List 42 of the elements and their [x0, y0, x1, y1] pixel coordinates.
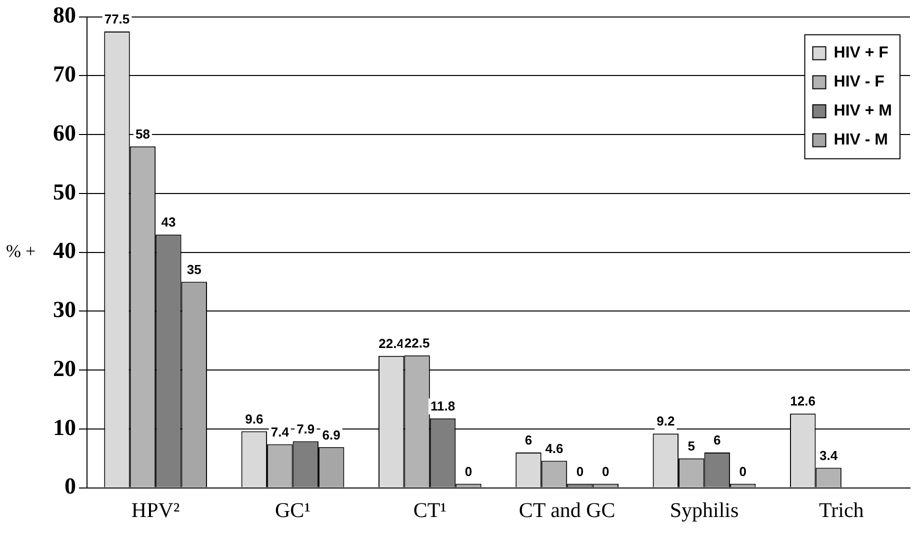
data-label: 22.5: [404, 335, 430, 350]
y-tick-label: 10: [53, 414, 76, 440]
y-tick-label: 0: [64, 474, 76, 499]
data-label: 35: [186, 262, 202, 277]
y-tick-label: 30: [53, 297, 76, 322]
legend-label: HIV - F: [834, 74, 885, 91]
y-tick-label: 40: [53, 238, 76, 264]
data-label: 4.6: [545, 440, 564, 456]
y-tick-label: 50: [53, 179, 76, 204]
y-tick-label: 60: [53, 120, 76, 146]
data-label: 0: [602, 464, 610, 479]
data-label: 43: [161, 214, 176, 230]
data-label: 58: [135, 126, 150, 142]
data-label: 5: [688, 438, 696, 454]
data-label: 7.9: [296, 421, 315, 436]
legend-label: HIV + M: [834, 102, 892, 120]
data-label: 0: [576, 464, 584, 479]
y-tick-label: 80: [53, 2, 76, 28]
data-label: 77.5: [104, 12, 130, 27]
data-label: 7.4: [270, 424, 290, 440]
y-tick-label: 20: [53, 356, 76, 381]
x-tick-label: HPV²: [131, 498, 180, 522]
data-label: 0: [464, 464, 472, 479]
data-label: 12.6: [790, 394, 816, 409]
y-axis-title: % +: [6, 241, 36, 262]
data-label: 6.9: [322, 427, 340, 442]
data-label: 6: [524, 432, 532, 448]
data-label: 9.6: [245, 411, 264, 426]
y-tick-label: 70: [53, 62, 76, 87]
x-tick-label: Trich: [819, 498, 864, 522]
x-tick-label: GC¹: [275, 498, 310, 522]
x-tick-label: Syphilis: [670, 498, 739, 522]
legend-label: HIV + F: [834, 44, 889, 62]
data-label: 3.4: [820, 448, 838, 463]
data-label: 22.4: [378, 336, 405, 351]
data-label: 11.8: [430, 398, 456, 414]
x-tick-label: CT¹: [413, 498, 446, 522]
data-label: 9.2: [656, 414, 675, 429]
legend-label: HIV - M: [834, 132, 888, 149]
data-label: 6: [713, 432, 721, 448]
x-tick-label: CT and GC: [518, 498, 616, 522]
data-label: 0: [739, 464, 746, 479]
